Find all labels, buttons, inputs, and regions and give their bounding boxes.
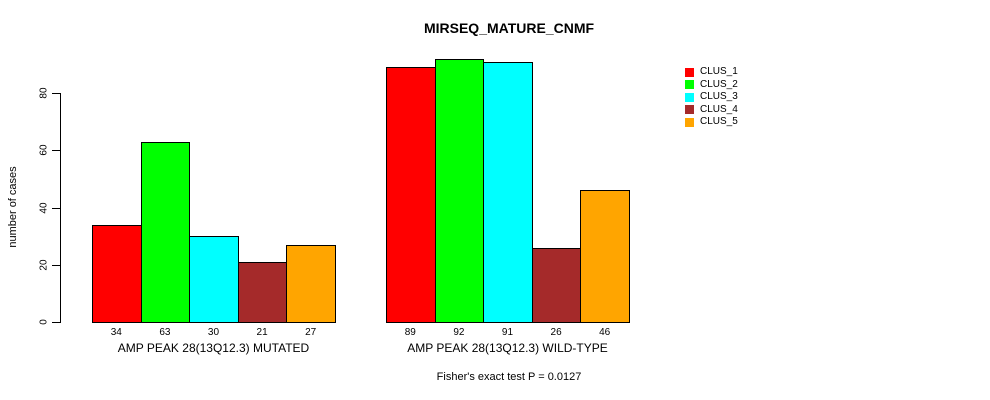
bar-value-label: 46: [599, 327, 611, 338]
legend-swatch: [685, 80, 694, 90]
bar: [386, 67, 436, 323]
legend-label: CLUS_3: [700, 91, 738, 103]
y-axis-line: [60, 93, 61, 323]
legend-label: CLUS_5: [700, 116, 738, 128]
legend-swatch: [685, 105, 694, 115]
bar-value-label: 63: [159, 327, 171, 338]
bar-value-label: 21: [256, 327, 268, 338]
bar-value-label: 27: [305, 327, 317, 338]
bar-value-label: 30: [207, 327, 220, 338]
bar: [92, 224, 142, 323]
bar: [580, 190, 630, 323]
legend-swatch: [685, 117, 694, 127]
bar-value-label: 92: [453, 327, 465, 338]
y-tick: [52, 150, 60, 152]
y-tick: [52, 264, 60, 266]
bar: [434, 58, 485, 323]
bar-value-label: 34: [110, 327, 122, 338]
y-tick: [52, 322, 60, 323]
bar: [140, 141, 191, 323]
y-tick: [52, 207, 60, 209]
legend-label: CLUS_1: [700, 66, 738, 77]
chart-title: MIRSEQ_MATURE_CNMF: [423, 20, 595, 36]
bar-value-label: 26: [550, 327, 562, 338]
y-tick: [52, 93, 60, 94]
bar: [237, 261, 288, 323]
legend-swatch: [685, 67, 694, 77]
bar: [286, 244, 336, 323]
legend-swatch: [685, 92, 694, 102]
legend-label: CLUS_4: [700, 103, 738, 115]
bar-value-label: 91: [501, 327, 514, 338]
legend-label: CLUS_2: [700, 78, 738, 90]
bar: [483, 61, 533, 323]
subtitle-fisher-test: Fisher's exact test P = 0.0127: [436, 371, 582, 383]
bar: [531, 247, 582, 323]
bar-value-label: 89: [404, 327, 416, 338]
group-label: AMP PEAK 28(13Q12.3) MUTATED: [117, 341, 310, 355]
group-label: AMP PEAK 28(13Q12.3) WILD-TYPE: [407, 341, 608, 355]
